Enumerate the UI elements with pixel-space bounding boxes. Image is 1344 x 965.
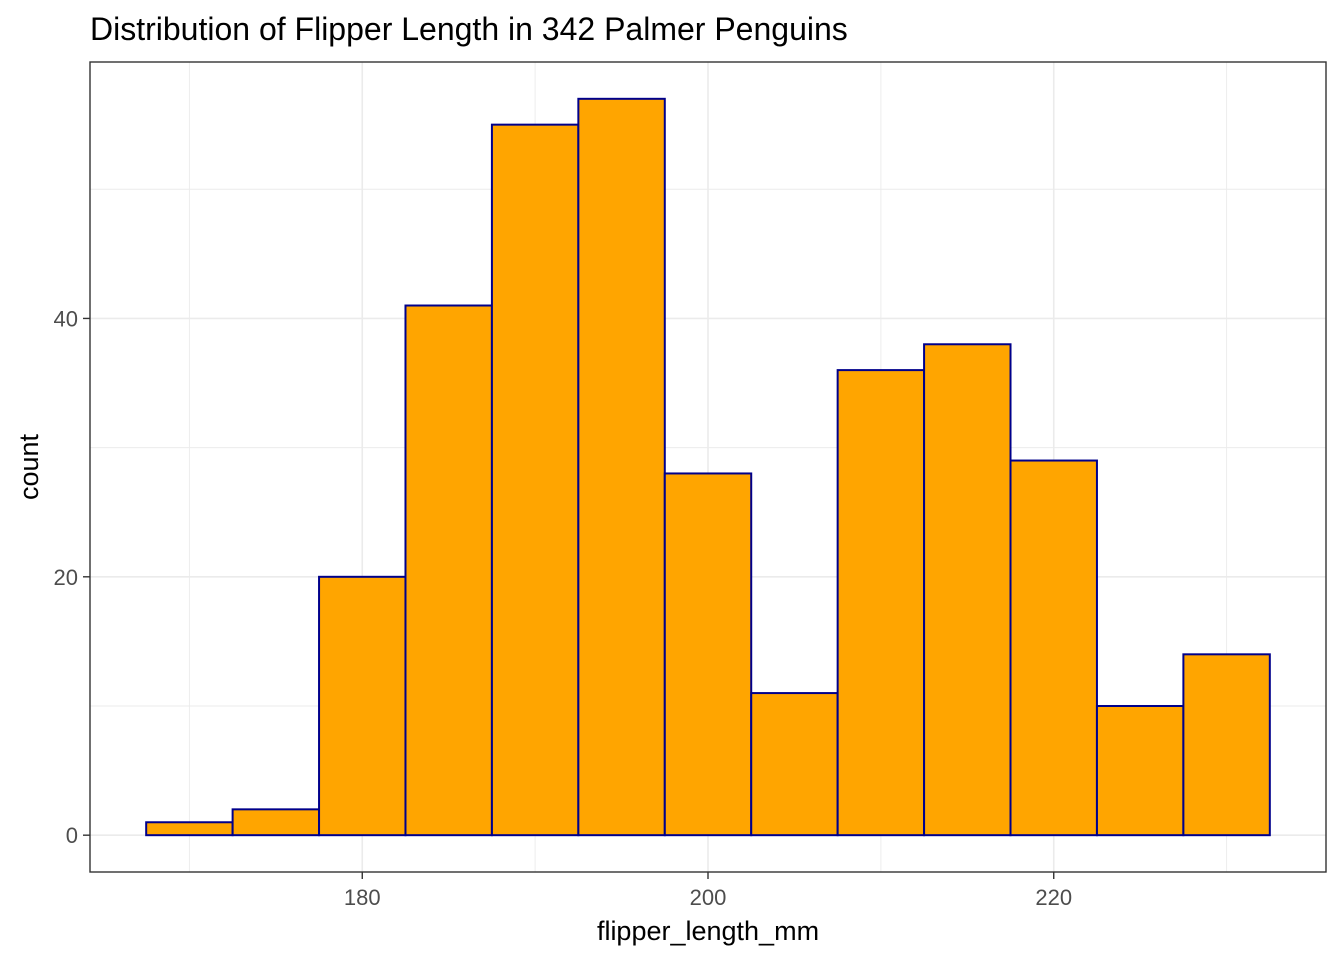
- histogram-bar: [1009, 459, 1098, 837]
- x-tick-label: 200: [690, 885, 727, 910]
- histogram-bar: [1095, 704, 1185, 837]
- histogram-bars: [145, 97, 1271, 837]
- histogram-bar: [1182, 653, 1271, 837]
- histogram-bar: [750, 692, 839, 837]
- histogram-bar: [923, 343, 1012, 837]
- histogram-bar: [577, 97, 666, 837]
- histogram-bar: [145, 821, 234, 837]
- y-axis-ticks: 0 20 40: [54, 306, 90, 848]
- histogram-bar: [318, 575, 407, 837]
- x-tick-label: 220: [1035, 885, 1072, 910]
- y-tick-label: 0: [66, 823, 78, 848]
- histogram-bar: [663, 472, 753, 837]
- x-tick-label: 180: [344, 885, 381, 910]
- histogram-bar: [231, 808, 321, 837]
- x-axis-title: flipper_length_mm: [597, 916, 819, 946]
- histogram-bar: [490, 123, 580, 837]
- y-tick-label: 20: [54, 565, 78, 590]
- y-axis-title: count: [14, 433, 44, 500]
- chart-title: Distribution of Flipper Length in 342 Pa…: [90, 11, 848, 47]
- x-axis-ticks: 180 200 220: [344, 872, 1072, 910]
- histogram-bar: [836, 369, 926, 837]
- histogram-bar: [404, 304, 493, 837]
- y-tick-label: 40: [54, 306, 78, 331]
